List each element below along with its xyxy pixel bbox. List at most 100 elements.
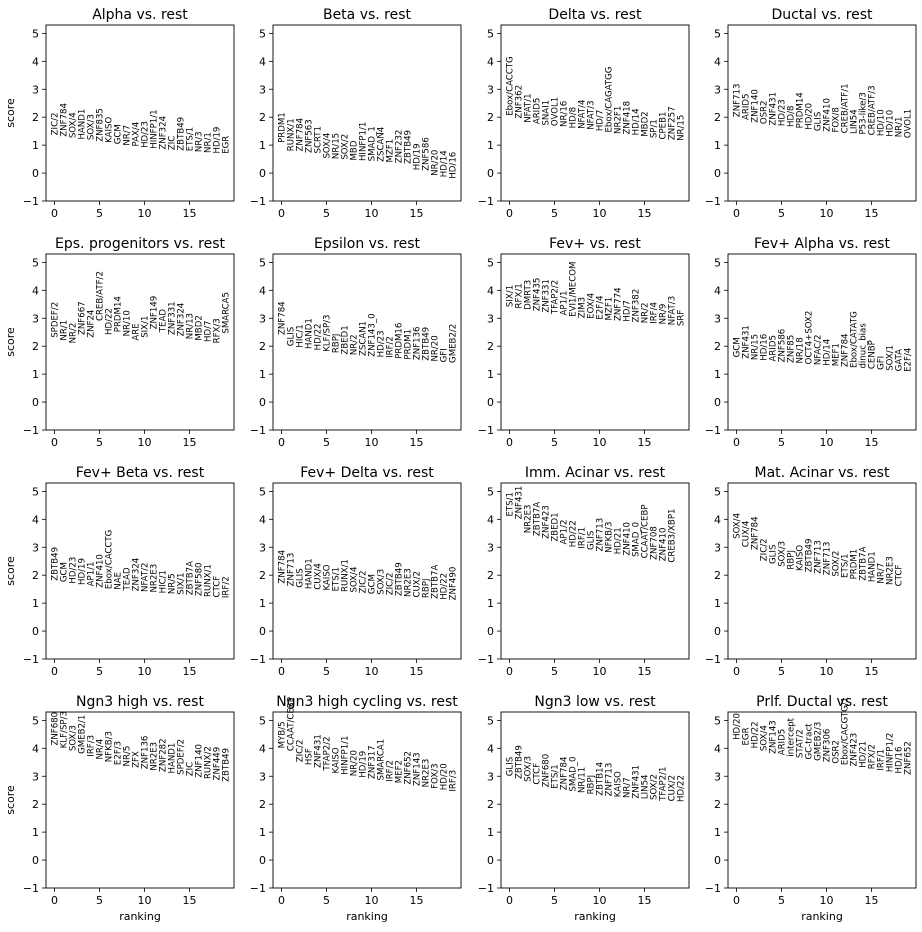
data-label: FOX/3 bbox=[430, 763, 440, 788]
data-label: ZNF24 bbox=[87, 310, 97, 338]
data-label: MEF1 bbox=[831, 343, 841, 366]
data-label: HINFP1/2 bbox=[885, 733, 895, 772]
data-label: PRDM1 bbox=[278, 112, 288, 143]
data-label: IRF/4 bbox=[649, 302, 659, 324]
data-label: HD/22 bbox=[314, 323, 324, 350]
data-label: CTCF bbox=[212, 576, 222, 598]
y-tick-label: 5 bbox=[714, 714, 721, 727]
y-tick-label: 3 bbox=[32, 312, 39, 325]
data-label: FOX/8 bbox=[831, 107, 841, 132]
data-label: NFAT/4 bbox=[578, 100, 588, 129]
data-label: ZNF784 bbox=[296, 118, 306, 152]
subplot-title: Fev+ Beta vs. rest bbox=[76, 465, 205, 481]
data-label: KAISO bbox=[323, 564, 333, 590]
data-label: TFAP2/2 bbox=[551, 280, 561, 315]
y-tick-label: 2 bbox=[714, 111, 721, 124]
data-label: SOX/4 bbox=[323, 133, 333, 159]
y-tick-label: 5 bbox=[487, 256, 494, 269]
data-label: ZNF317 bbox=[367, 745, 377, 779]
subplot-title: Fev+ Alpha vs. rest bbox=[754, 236, 890, 252]
data-label: ARID5 bbox=[769, 335, 779, 361]
x-tick-label: 5 bbox=[323, 207, 330, 220]
y-tick-label: 0 bbox=[259, 167, 266, 180]
data-label: CREB/ATF/1 bbox=[840, 83, 850, 133]
data-label: NFAT/2 bbox=[140, 563, 150, 592]
data-label: ZNF324 bbox=[176, 303, 186, 337]
x-tick-label: 0 bbox=[278, 665, 285, 678]
data-label: PRDM14 bbox=[114, 296, 124, 332]
data-label: NR/11 bbox=[578, 767, 588, 793]
y-tick-label: −1 bbox=[705, 424, 721, 437]
data-label: SMAD_1 bbox=[367, 126, 377, 161]
data-label: AP1/2 bbox=[560, 520, 570, 545]
y-tick-label: 0 bbox=[32, 396, 39, 409]
data-label: SPDEF/2 bbox=[176, 739, 186, 775]
y-tick-label: 5 bbox=[32, 714, 39, 727]
data-label: LIN54 bbox=[640, 774, 650, 799]
data-label: Ebox/CACCTG bbox=[105, 530, 115, 590]
data-label: ZNF784 bbox=[60, 103, 70, 137]
x-tick-label: 15 bbox=[182, 894, 196, 907]
x-tick-label: 5 bbox=[96, 207, 103, 220]
data-label: ZBTB14 bbox=[595, 762, 605, 796]
data-label: EGR bbox=[742, 727, 752, 745]
y-tick-label: 2 bbox=[714, 798, 721, 811]
data-label: ETS/1 bbox=[506, 492, 516, 517]
data-label: GCM bbox=[367, 574, 377, 594]
data-label: HD/22 bbox=[676, 775, 686, 802]
y-tick-label: 3 bbox=[714, 83, 721, 96]
y-tick-label: 5 bbox=[259, 485, 266, 498]
y-tick-label: 1 bbox=[32, 826, 39, 839]
y-tick-label: 1 bbox=[259, 139, 266, 152]
data-label: ZNF423 bbox=[542, 505, 552, 539]
data-label: NFKB/3 bbox=[105, 731, 115, 762]
data-label: GCM bbox=[60, 562, 70, 582]
data-label: NR/15 bbox=[751, 334, 761, 360]
y-tick-label: 5 bbox=[32, 485, 39, 498]
subplot-8: Fev+ Beta vs. rest 0 5 10 15 −1 0 1 2 3 4 5 score ZBT… bbox=[4, 465, 235, 678]
data-label: ZNF282 bbox=[158, 738, 168, 772]
data-label: CUX/2 bbox=[667, 775, 677, 802]
y-tick-label: 2 bbox=[487, 340, 494, 353]
data-label: NR2E3 bbox=[524, 505, 534, 534]
data-label: NR/15 bbox=[676, 115, 686, 141]
data-label: IRF/2 bbox=[221, 576, 231, 598]
data-label: EGR bbox=[221, 136, 231, 154]
x-tick-label: 15 bbox=[409, 665, 423, 678]
data-label: ZNF431 bbox=[314, 734, 324, 768]
data-label: NR2E3 bbox=[885, 556, 895, 585]
subplot-title: Ductal vs. rest bbox=[771, 7, 873, 23]
data-label: ZNF680 bbox=[542, 754, 552, 788]
axes-frame bbox=[45, 482, 235, 660]
data-label: SNAI1 bbox=[542, 100, 552, 126]
data-label: HSF bbox=[305, 748, 315, 765]
data-label: NR2E3 bbox=[149, 742, 159, 771]
data-label: ZNF143 bbox=[412, 752, 422, 786]
data-label: OSR2 bbox=[760, 101, 770, 125]
y-tick-label: 5 bbox=[487, 714, 494, 727]
data-label: HD/14 bbox=[631, 108, 641, 135]
y-tick-label: 5 bbox=[714, 485, 721, 498]
data-label: NR/9 bbox=[658, 304, 668, 325]
data-label: HINFP1/1 bbox=[341, 735, 351, 774]
data-label: NR/4 bbox=[96, 739, 106, 760]
data-label: ZNF85 bbox=[787, 335, 797, 363]
data-label: ZFX bbox=[132, 751, 142, 768]
data-label: ZIC/2 bbox=[760, 538, 770, 561]
subplot-title: Epsilon vs. rest bbox=[314, 236, 421, 252]
data-label: ZNF586 bbox=[421, 137, 431, 171]
data-label: SOX/3 bbox=[87, 114, 97, 140]
data-label: STAT/2 bbox=[796, 729, 806, 758]
data-label: ZNF490 bbox=[448, 567, 458, 601]
y-tick-label: 2 bbox=[714, 569, 721, 582]
data-label: GCM bbox=[114, 124, 124, 144]
data-label: IRF/2 bbox=[385, 336, 395, 358]
data-label: NR/7 bbox=[123, 125, 133, 146]
data-label: NR2E3 bbox=[421, 759, 431, 788]
y-tick-label: 4 bbox=[714, 513, 721, 526]
data-label: SMAD_0 bbox=[631, 522, 641, 557]
data-label: ETS/1 bbox=[332, 567, 342, 592]
data-label: ZNF331 bbox=[167, 301, 177, 335]
